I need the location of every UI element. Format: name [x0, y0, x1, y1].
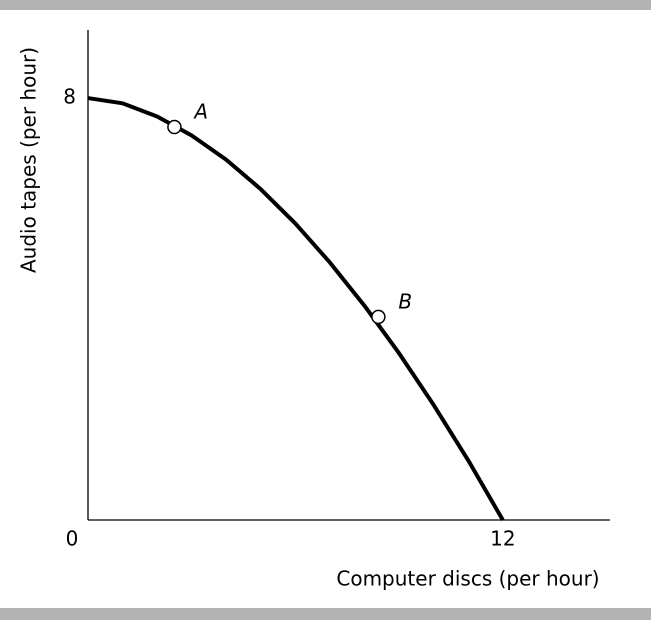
- point: [167, 119, 182, 135]
- point-label: B: [398, 289, 412, 313]
- y-tick-label: 8: [63, 85, 76, 109]
- curve: [87, 96, 505, 522]
- x-tick-label: 12: [490, 527, 515, 551]
- bottom-bar: [0, 608, 651, 620]
- y-axis-label: Audio tapes (per hour): [17, 47, 41, 273]
- x-axis-label: Computer discs (per hour): [336, 567, 599, 591]
- top-bar: [0, 0, 651, 10]
- x-tick-label: 0: [66, 527, 79, 551]
- point: [371, 309, 386, 325]
- point-label: A: [192, 100, 208, 124]
